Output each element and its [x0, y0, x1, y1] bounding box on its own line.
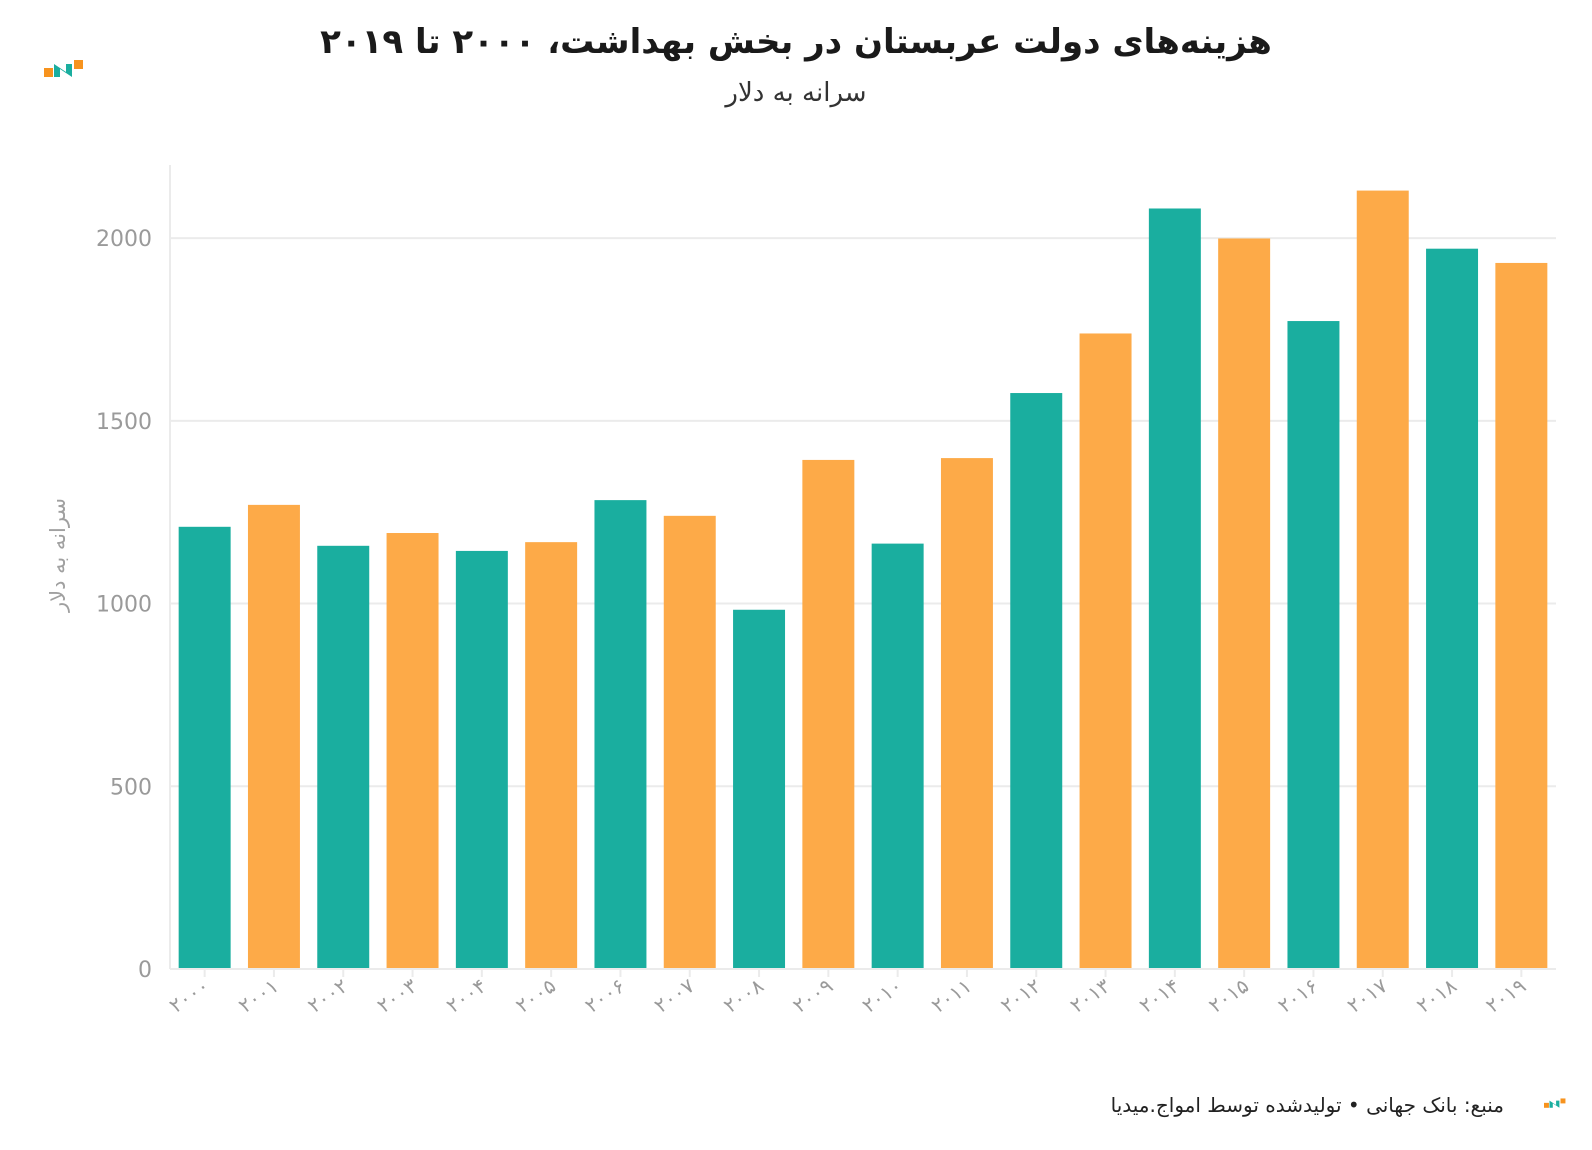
x-tick-label: ۲۰۰۵	[511, 973, 560, 1017]
bar-18	[1426, 248, 1479, 969]
amvaj-media-logo-small-icon	[1544, 1096, 1566, 1115]
bar-11	[940, 458, 993, 969]
source-footer: منبع: بانک جهانی • تولیدشده توسط امواج.م…	[1110, 1093, 1504, 1117]
x-tick-label: ۲۰۰۰	[165, 973, 214, 1017]
x-tick-label: ۲۰۱۱	[927, 973, 976, 1017]
bar-9	[802, 459, 855, 969]
x-tick-label: ۲۰۰۲	[303, 973, 352, 1017]
bar-19	[1495, 262, 1548, 970]
chart-title: هزینه‌های دولت عربستان در بخش بهداشت، ۲۰…	[320, 22, 1272, 62]
x-tick-label: ۲۰۰۸	[719, 973, 768, 1017]
y-tick-label: 1500	[96, 410, 152, 435]
bar-8	[733, 609, 786, 969]
bar-4	[455, 550, 508, 969]
bar-16	[1287, 321, 1340, 970]
bar-5	[525, 542, 578, 969]
x-tick-label: ۲۰۰۶	[580, 973, 629, 1017]
bar-7	[663, 515, 716, 969]
x-tick-label: ۲۰۱۰	[858, 973, 907, 1017]
y-tick-label: 1000	[96, 593, 152, 618]
bar-6	[594, 500, 647, 969]
x-tick-label: ۲۰۰۱	[234, 973, 283, 1017]
bar-3	[386, 533, 439, 969]
bar-2	[317, 545, 370, 969]
x-tick-label: ۲۰۱۳	[1065, 973, 1114, 1017]
x-tick-label: ۲۰۰۴	[442, 973, 491, 1017]
y-tick-label: 0	[138, 958, 152, 983]
x-tick-label: ۲۰۱۲	[996, 973, 1045, 1017]
x-tick-label: ۲۰۱۴	[1135, 973, 1184, 1017]
x-tick-label: ۲۰۱۵	[1204, 973, 1253, 1017]
x-tick-label: ۲۰۱۷	[1343, 973, 1392, 1017]
bar-0	[178, 526, 231, 969]
y-tick-label: 500	[110, 775, 152, 800]
x-tick-label: ۲۰۱۶	[1273, 973, 1322, 1017]
x-tick-label: ۲۰۰۳	[372, 973, 421, 1017]
bar-17	[1356, 190, 1409, 970]
x-tick-label: ۲۰۰۹	[788, 973, 837, 1017]
bar-15	[1218, 238, 1271, 969]
amvaj-media-logo-icon	[44, 60, 84, 86]
bar-13	[1079, 333, 1132, 969]
y-tick-label: 2000	[96, 227, 152, 252]
x-tick-label: ۲۰۰۷	[650, 973, 699, 1017]
bar-1	[247, 504, 300, 969]
x-tick-label: ۲۰۱۸	[1412, 973, 1461, 1017]
chart-subtitle: سرانه به دلار	[725, 78, 867, 108]
bar-10	[871, 543, 924, 969]
x-tick-label: ۲۰۱۹	[1481, 973, 1530, 1017]
bar-12	[1010, 393, 1063, 969]
bar-14	[1148, 208, 1201, 970]
